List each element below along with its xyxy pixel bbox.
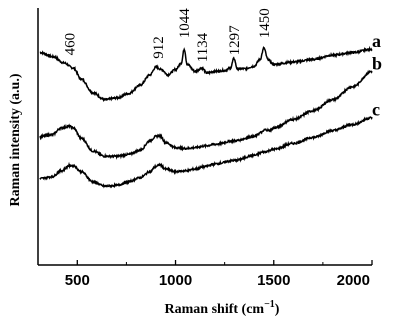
series-c-line	[39, 116, 373, 189]
peak-label: 1297	[227, 25, 243, 56]
series-c-label: c	[372, 100, 380, 120]
series-a-line	[39, 45, 373, 103]
x-ticks: 500 1000 1500 2000	[65, 260, 373, 289]
x-tick-label: 1000	[159, 272, 192, 289]
series-layer	[39, 45, 373, 189]
peak-label: 460	[62, 33, 78, 56]
x-tick-label: 500	[65, 272, 90, 289]
series-b-line	[39, 69, 373, 160]
series-b-label: b	[372, 53, 382, 73]
x-tick-label: 1500	[257, 272, 290, 289]
plot-frame	[37, 8, 372, 266]
x-axis-title: Raman shift (cm−1)	[165, 299, 280, 317]
peak-label: 1134	[195, 32, 211, 62]
peak-label: 1450	[257, 8, 273, 38]
y-axis-title: Raman intensity (a.u.)	[8, 73, 23, 206]
peak-label: 912	[151, 36, 167, 59]
peak-label: 1044	[177, 8, 193, 39]
x-tick-label: 2000	[337, 272, 370, 289]
series-a-label: a	[372, 31, 381, 51]
series-labels: ab c	[372, 31, 382, 120]
